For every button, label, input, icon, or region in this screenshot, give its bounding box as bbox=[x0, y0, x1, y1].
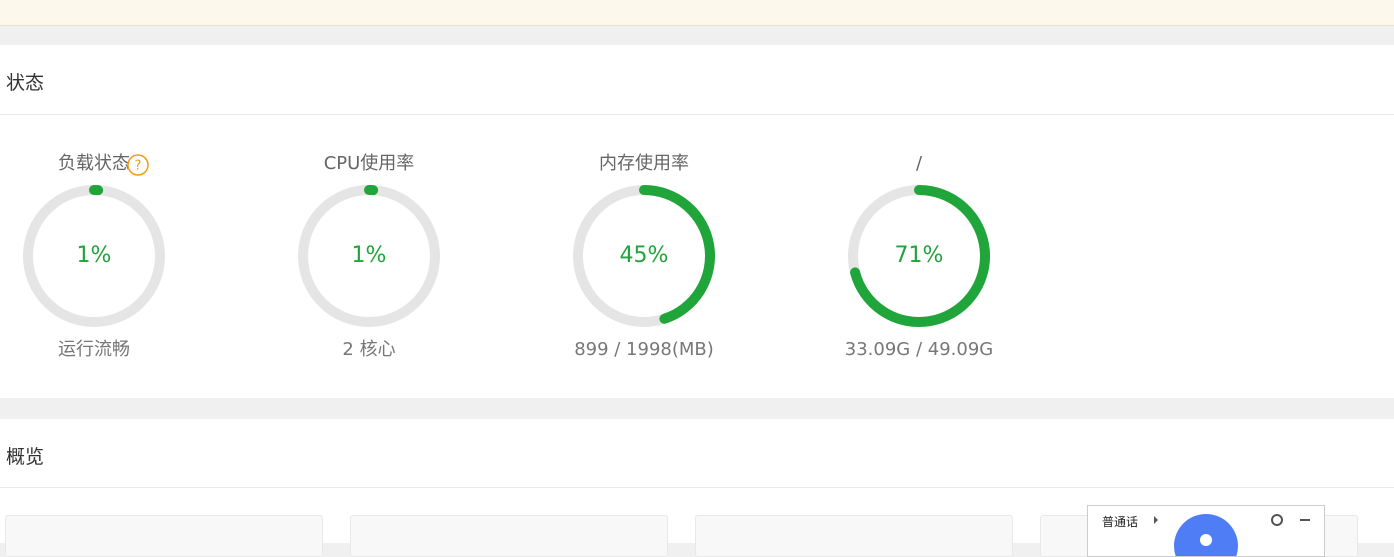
gauges: 负载状态? 1% 运行流畅 CPU使用率 1% 2 核心 内存使用率 45% 899 / 199… bbox=[0, 0, 1394, 543]
arrow-icon bbox=[1154, 516, 1158, 524]
widget-icons bbox=[1088, 506, 1324, 556]
gauge-detail: 899 / 1998(MB) bbox=[574, 339, 714, 360]
settings-icon[interactable] bbox=[1272, 515, 1282, 525]
voice-widget: 普通话 bbox=[1087, 505, 1325, 557]
mic-icon bbox=[1200, 534, 1212, 546]
help-text: ? bbox=[135, 159, 142, 174]
gauge-title: / bbox=[916, 153, 923, 174]
gauge-title: 负载状态 bbox=[58, 153, 130, 174]
gauge-value: 1% bbox=[77, 243, 112, 268]
gauge-detail: 运行流畅 bbox=[58, 339, 130, 360]
gauge-value: 1% bbox=[352, 243, 387, 268]
gauge-detail: 33.09G / 49.09G bbox=[845, 339, 993, 360]
gauge-detail: 2 核心 bbox=[342, 339, 395, 360]
gauge-title: CPU使用率 bbox=[324, 153, 415, 174]
gauge-value: 45% bbox=[620, 243, 669, 268]
gauge-value: 71% bbox=[895, 243, 944, 268]
gauge-title: 内存使用率 bbox=[599, 153, 689, 174]
